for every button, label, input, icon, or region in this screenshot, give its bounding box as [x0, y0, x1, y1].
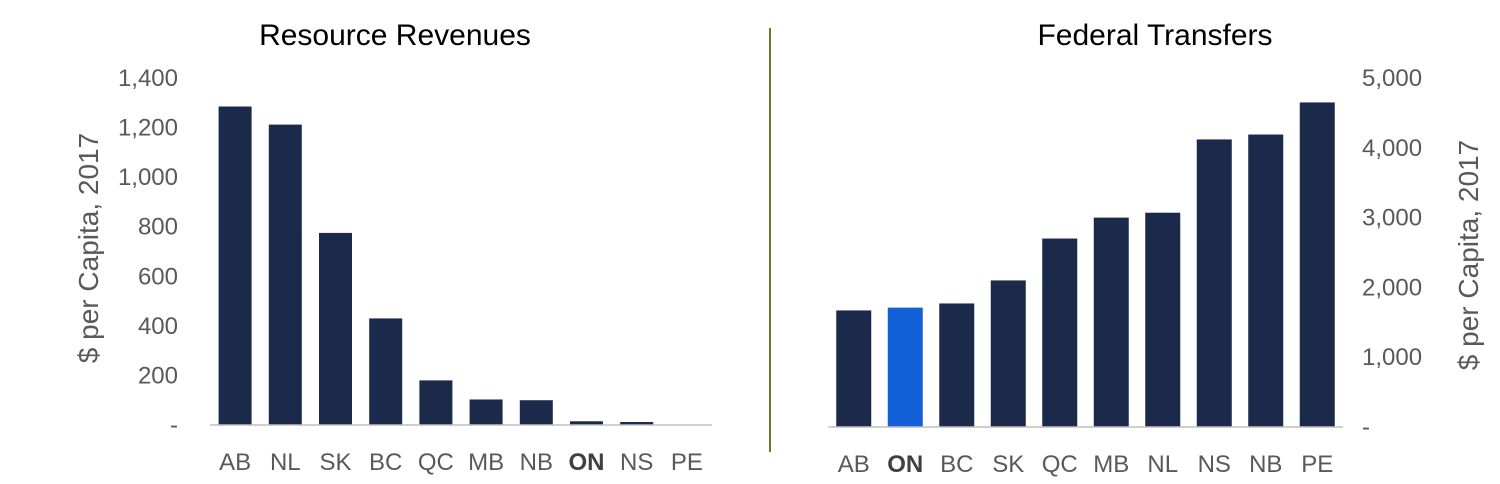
- right-category-label-pe: PE: [1301, 451, 1333, 478]
- left-category-label-ab: AB: [219, 449, 251, 476]
- left-y-tick-label: 1,400: [118, 65, 178, 92]
- left-category-label-nb: NB: [520, 449, 553, 476]
- left-bar-nl: [268, 124, 302, 426]
- left-bar-ns: [620, 422, 654, 425]
- right-category-label-qc: QC: [1042, 451, 1078, 478]
- left-y-tick-label: 1,200: [118, 115, 178, 142]
- federal-transfers-y-ticks: - 1,000 2,000 3,000 4,000 5,000: [1362, 65, 1422, 441]
- left-category-label-nl: NL: [270, 449, 301, 476]
- right-category-label-ab: AB: [838, 451, 870, 478]
- right-y-tick-label: 2,000: [1362, 274, 1422, 301]
- left-y-tick-label: 800: [138, 214, 178, 241]
- right-y-tick-label: 4,000: [1362, 135, 1422, 162]
- left-bar-nb: [519, 400, 553, 425]
- right-category-label-sk: SK: [992, 451, 1024, 478]
- right-bar-qc: [1042, 238, 1078, 427]
- federal-transfers-y-axis-label: $ per Capita, 2017: [1453, 140, 1484, 370]
- resource-revenues-bars: [218, 106, 654, 426]
- right-bar-mb: [1093, 217, 1129, 427]
- right-y-tick-label: 1,000: [1362, 344, 1422, 371]
- left-bar-qc: [419, 380, 453, 425]
- left-y-tick-label: 400: [138, 313, 178, 340]
- right-category-label-ns: NS: [1198, 451, 1231, 478]
- left-bar-bc: [369, 318, 403, 425]
- resource-revenues-y-ticks: - 200 400 600 800 1,000 1,200 1,400: [118, 65, 178, 439]
- resource-revenues-chart: Resource Revenues $ per Capita, 2017 - 20…: [73, 19, 712, 476]
- left-category-label-sk: SK: [319, 449, 351, 476]
- right-category-label-bc: BC: [940, 451, 973, 478]
- right-bar-ns: [1196, 139, 1232, 427]
- right-bar-sk: [990, 280, 1026, 427]
- resource-revenues-categories: AB NL SK BC QC MB NB ON NS PE: [219, 449, 703, 476]
- left-bar-mb: [469, 399, 503, 425]
- right-y-tick-label: -: [1362, 414, 1370, 441]
- left-category-label-on: ON: [569, 449, 605, 476]
- right-bar-bc: [939, 303, 975, 427]
- right-bar-on: [887, 307, 923, 427]
- left-category-label-ns: NS: [620, 449, 653, 476]
- federal-transfers-categories: AB ON BC SK QC MB NL NS NB PE: [838, 451, 1334, 478]
- right-category-label-mb: MB: [1093, 451, 1129, 478]
- right-category-label-on: ON: [887, 451, 923, 478]
- federal-transfers-bars: [836, 102, 1335, 428]
- right-category-label-nl: NL: [1147, 451, 1178, 478]
- left-y-tick-label: 1,000: [118, 164, 178, 191]
- left-bar-ab: [218, 106, 252, 425]
- resource-revenues-title: Resource Revenues: [259, 19, 531, 52]
- left-y-tick-label: -: [170, 412, 178, 439]
- left-y-tick-label: 200: [138, 362, 178, 389]
- left-category-label-qc: QC: [418, 449, 454, 476]
- right-bar-ab: [836, 310, 872, 427]
- left-category-label-bc: BC: [369, 449, 402, 476]
- left-category-label-mb: MB: [468, 449, 504, 476]
- right-y-tick-label: 3,000: [1362, 205, 1422, 232]
- left-bar-sk: [319, 232, 352, 425]
- federal-transfers-title: Federal Transfers: [1037, 19, 1272, 52]
- right-category-label-nb: NB: [1249, 451, 1282, 478]
- resource-revenues-y-axis-label: $ per Capita, 2017: [73, 133, 104, 363]
- federal-transfers-chart: Federal Transfers $ per Capita, 2017 - 1,…: [828, 19, 1484, 478]
- right-y-tick-label: 5,000: [1362, 65, 1422, 92]
- right-bar-nb: [1248, 134, 1284, 427]
- right-bar-pe: [1299, 102, 1335, 428]
- left-bar-on: [570, 421, 603, 425]
- left-category-label-pe: PE: [671, 449, 703, 476]
- left-y-tick-label: 600: [138, 263, 178, 290]
- right-bar-nl: [1145, 212, 1181, 427]
